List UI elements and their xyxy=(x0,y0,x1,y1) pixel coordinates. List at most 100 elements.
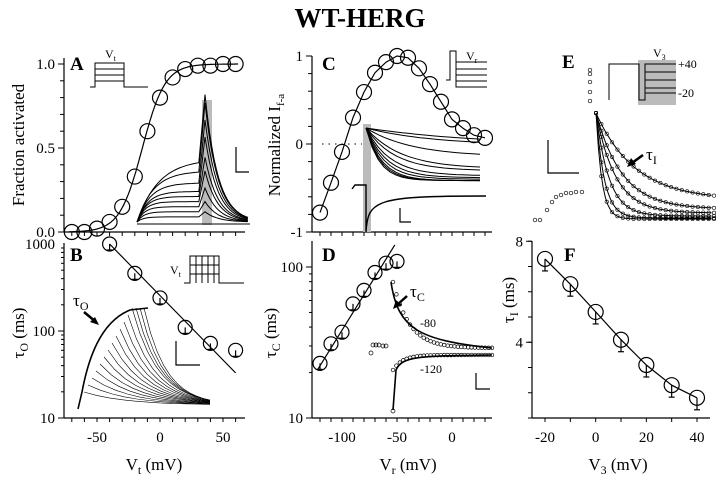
panel-b-y-tick-label: 1000 xyxy=(25,237,55,253)
panel-a-trace xyxy=(136,211,248,223)
panel-b-y-tick-label: 100 xyxy=(33,324,56,340)
panel-e-trace-point xyxy=(558,192,564,198)
panel-d-trace-point xyxy=(401,310,406,315)
panel-d-trace-point xyxy=(489,345,495,350)
panel-b-data-point xyxy=(228,342,244,358)
panel-e-trace xyxy=(595,112,712,196)
panel-d-trace-point xyxy=(421,335,426,340)
panel-e-trace-point xyxy=(549,199,555,205)
panel-c-label: C xyxy=(322,54,336,75)
panel-b-envelope xyxy=(77,307,149,410)
panel-d-trace-point xyxy=(445,343,450,348)
panel-d-x-tick-label: -50 xyxy=(387,430,407,446)
panel-e-trace-point xyxy=(604,131,609,136)
panel-e-trace-point xyxy=(532,217,538,223)
panel-e-trace-point xyxy=(679,209,684,214)
panel-c-trace xyxy=(365,127,481,155)
panel-e-trace-point xyxy=(658,198,663,203)
panel-e-trace-point xyxy=(690,204,695,209)
panel-d-decay-fit xyxy=(390,281,493,349)
panel-f-data-point xyxy=(536,250,554,268)
panel-e-trace xyxy=(595,112,712,217)
panel-f-data-point xyxy=(587,303,604,321)
panel-e-trace-point xyxy=(563,190,569,196)
panel-e-scale-bar xyxy=(547,140,579,174)
panel-e-trace-point xyxy=(701,192,706,197)
panel-d-trace-point xyxy=(407,322,413,327)
panel-e-trace-point xyxy=(615,177,620,182)
panel-d-data-point xyxy=(312,355,328,371)
panel-e-protocol-inset xyxy=(608,60,676,105)
panel-e-trace-point xyxy=(615,193,620,198)
panel-d-trace-point xyxy=(414,330,420,335)
panel-a-data-point xyxy=(114,198,131,215)
panel-a-data-point xyxy=(227,55,244,73)
panel-d-x-tick-label: 0 xyxy=(448,430,456,446)
panel-e-tau-i-annotation: τI xyxy=(646,145,657,167)
panel-e-trace-point xyxy=(706,193,711,198)
panel-d-trace-point xyxy=(438,342,443,347)
panel-e-trace-point xyxy=(626,159,631,164)
panel-a-data-point xyxy=(76,223,93,241)
panel-e-minus20-label: -20 xyxy=(678,86,694,100)
panel-e-trace xyxy=(595,112,712,214)
panel-b-fit-line xyxy=(109,243,237,374)
panel-e-trace-point xyxy=(537,217,543,223)
panel-e-trace-point xyxy=(652,215,657,220)
panel-a-current-traces xyxy=(136,94,250,225)
figure-title: WT-HERG xyxy=(294,3,425,33)
panel-a-data-point xyxy=(88,220,106,237)
panel-f-fit-curve xyxy=(544,258,698,399)
panel-c-trace xyxy=(365,127,481,176)
panel-e-trace-point xyxy=(701,205,706,210)
panel-a-y-tick-label: 1.0 xyxy=(36,57,55,73)
panel-e-trace-point xyxy=(636,188,641,193)
panel-c: -1 0 1 C Normalized If-a Vr xyxy=(265,47,494,241)
panel-a-data-point xyxy=(151,89,169,106)
panel-a-trace xyxy=(136,200,248,223)
panel-f-y-label: τI (ms) xyxy=(499,277,521,323)
panel-e-trace-point xyxy=(695,205,700,210)
panel-e-trace-point xyxy=(674,202,679,207)
panel-d-trace-point xyxy=(452,344,457,349)
panel-f: -20 0 20 40 4 8 F τI (ms) V3 (mV) xyxy=(499,234,710,477)
panel-b-y-label: τO (ms) xyxy=(9,308,31,359)
panel-e-trace-point xyxy=(587,67,593,73)
panel-e-trace-point xyxy=(647,216,652,221)
panel-e-trace-point xyxy=(647,194,652,199)
panel-f-x-tick-label: -20 xyxy=(535,430,555,446)
panel-e-trace-point xyxy=(615,207,620,212)
panel-e-trace-point xyxy=(587,89,593,95)
panel-e-trace-point xyxy=(663,200,668,205)
panel-f-data-point xyxy=(688,389,706,406)
panel-b-data-point xyxy=(152,290,168,306)
panel-e-trace-point xyxy=(652,212,657,217)
panel-d-scale-bar xyxy=(475,373,490,390)
panel-b-trace xyxy=(123,321,211,402)
panel-e-trace-point xyxy=(620,185,625,190)
panel-e-trace-point xyxy=(593,111,598,116)
panel-a-trace xyxy=(136,94,248,223)
panel-d-data-point xyxy=(367,264,383,281)
panel-d-data-point xyxy=(345,296,361,312)
panel-d-trace-point xyxy=(404,317,409,322)
panel-f-x-tick-label: 0 xyxy=(592,430,600,446)
panel-d-trace-point xyxy=(442,342,447,348)
panel-e-trace-point xyxy=(610,155,615,160)
panel-d-data-point xyxy=(323,336,339,352)
panel-b-trace xyxy=(135,307,211,401)
panel-a-data-point xyxy=(139,123,156,140)
panel-d-trace-point xyxy=(428,339,433,344)
panel-c-fit-curve xyxy=(319,55,486,213)
panel-a-trace xyxy=(136,119,248,223)
panel-b-trace xyxy=(99,363,211,404)
panel-e-trace-point xyxy=(631,216,636,221)
panel-a-data-point xyxy=(63,223,80,241)
panel-f-label: F xyxy=(564,245,576,266)
panel-e-trace-point xyxy=(636,210,641,215)
panel-d-data-point xyxy=(378,255,394,271)
panel-e-trace-point xyxy=(610,140,615,145)
panel-c-trace xyxy=(365,127,480,182)
